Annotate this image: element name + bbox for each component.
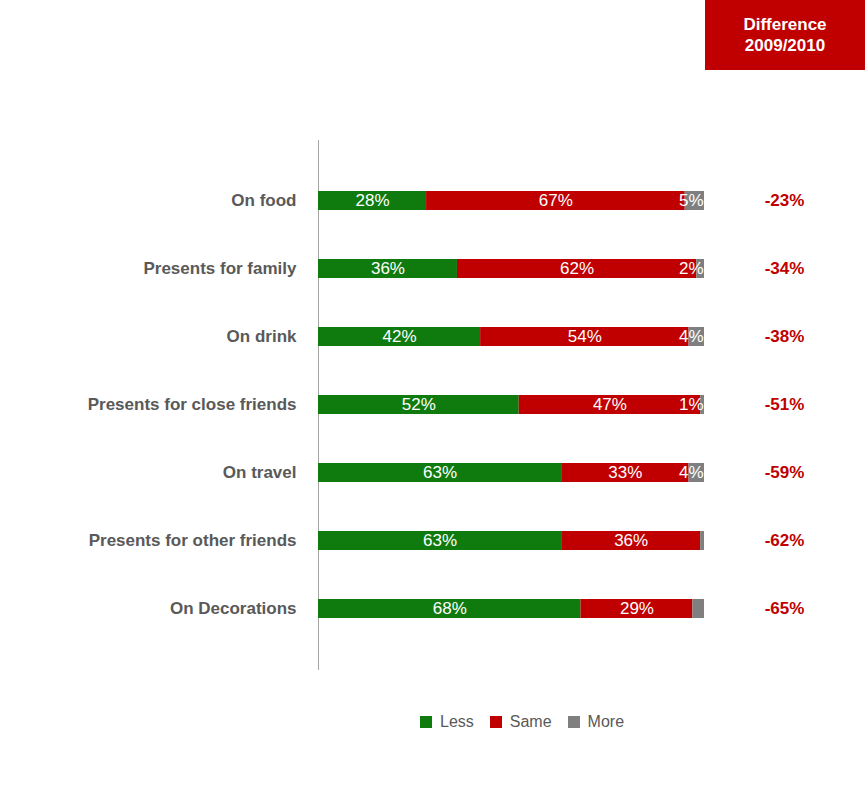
svg-text:-51%: -51%	[765, 395, 805, 414]
svg-text:-34%: -34%	[765, 259, 805, 278]
svg-text:36%: 36%	[614, 531, 648, 550]
svg-text:-59%: -59%	[765, 463, 805, 482]
svg-text:62%: 62%	[560, 259, 594, 278]
svg-text:-38%: -38%	[765, 327, 805, 346]
svg-text:52%: 52%	[402, 395, 436, 414]
svg-text:47%: 47%	[593, 395, 627, 414]
svg-text:36%: 36%	[371, 259, 405, 278]
svg-text:28%: 28%	[356, 191, 390, 210]
svg-text:-65%: -65%	[765, 599, 805, 618]
svg-text:Presents for close friends: Presents for close friends	[88, 395, 297, 414]
svg-text:On travel: On travel	[223, 463, 297, 482]
svg-text:5%: 5%	[679, 191, 704, 210]
svg-text:42%: 42%	[383, 327, 417, 346]
svg-text:On drink: On drink	[227, 327, 297, 346]
html-text:Less: Less	[440, 712, 474, 730]
svg-text:1%: 1%	[679, 395, 704, 414]
svg-text:63%: 63%	[423, 531, 457, 550]
html-text:Same: Same	[509, 712, 552, 730]
svg-text:67%: 67%	[539, 191, 573, 210]
svg-text:On Decorations: On Decorations	[170, 599, 297, 618]
svg-text:63%: 63%	[423, 463, 457, 482]
html-text:Difference 2009/2010: Difference 2009/2010	[743, 14, 827, 55]
svg-text:-62%: -62%	[765, 531, 805, 550]
svg-text:68%: 68%	[433, 599, 467, 618]
svg-text:29%: 29%	[620, 599, 654, 618]
svg-text:-23%: -23%	[765, 191, 805, 210]
svg-text:4%: 4%	[679, 327, 704, 346]
svg-text:On food: On food	[231, 191, 296, 210]
svg-text:Presents for family: Presents for family	[143, 259, 297, 278]
svg-text:Presents for other friends: Presents for other friends	[89, 531, 297, 550]
svg-text:54%: 54%	[568, 327, 602, 346]
html-text:More: More	[587, 712, 624, 730]
svg-text:2%: 2%	[679, 259, 704, 278]
svg-text:4%: 4%	[679, 463, 704, 482]
svg-text:33%: 33%	[608, 463, 642, 482]
